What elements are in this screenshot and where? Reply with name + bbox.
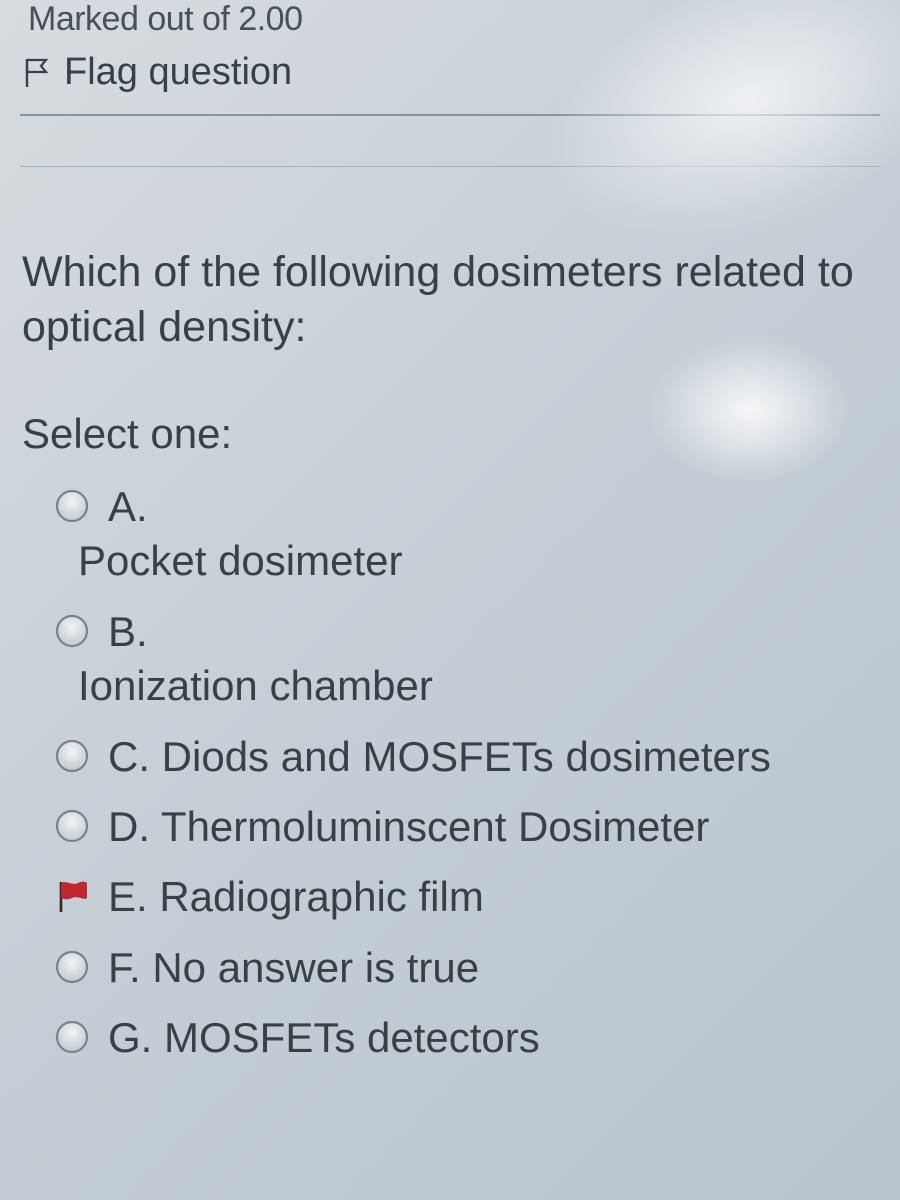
radio-button[interactable] (54, 1019, 90, 1055)
option-content: F. No answer is true (108, 943, 878, 993)
radio-button[interactable] (54, 949, 90, 985)
radio-button[interactable] (54, 488, 90, 524)
radio-button[interactable] (54, 613, 90, 649)
option-content: B.Ionization chamber (108, 607, 878, 712)
option-letter: B. (108, 607, 878, 657)
option-content: C. Diods and MOSFETs dosimeters (108, 732, 878, 782)
option-letter: A. (108, 482, 878, 532)
option-row[interactable]: G. MOSFETs detectors (22, 1003, 878, 1073)
option-content: A.Pocket dosimeter (108, 482, 878, 587)
question-block: Which of the following dosimeters relate… (0, 245, 900, 1074)
option-row[interactable]: E. Radiographic film (22, 862, 878, 932)
option-content: D. Thermoluminscent Dosimeter (108, 802, 878, 852)
option-row[interactable]: B.Ionization chamber (22, 597, 878, 722)
option-text: Ionization chamber (78, 661, 878, 711)
option-text: Pocket dosimeter (78, 536, 878, 586)
flag-question-link[interactable]: Flag question (20, 51, 880, 94)
option-text: D. Thermoluminscent Dosimeter (108, 802, 878, 852)
option-row[interactable]: C. Diods and MOSFETs dosimeters (22, 722, 878, 792)
option-row[interactable]: D. Thermoluminscent Dosimeter (22, 792, 878, 862)
radio-button[interactable] (54, 738, 90, 774)
flag-icon (24, 57, 52, 89)
option-row[interactable]: A.Pocket dosimeter (22, 472, 878, 597)
option-text: F. No answer is true (108, 943, 878, 993)
marked-out-label: Marked out of 2.00 (20, 0, 880, 39)
option-text: E. Radiographic film (108, 872, 878, 922)
select-one-label: Select one: (22, 410, 878, 458)
flag-question-label: Flag question (64, 51, 292, 94)
question-prompt: Which of the following dosimeters relate… (22, 245, 878, 355)
option-content: E. Radiographic film (108, 872, 878, 922)
option-text: G. MOSFETs detectors (108, 1013, 878, 1063)
option-row[interactable]: F. No answer is true (22, 933, 878, 1003)
divider (20, 166, 880, 167)
options-list: A.Pocket dosimeter B.Ionization chamber … (22, 472, 878, 1074)
radio-button[interactable] (54, 808, 90, 844)
flag-marker-icon (54, 878, 90, 914)
question-header: Marked out of 2.00 Flag question (0, 0, 900, 185)
option-text: C. Diods and MOSFETs dosimeters (108, 732, 878, 782)
divider (20, 114, 880, 116)
option-content: G. MOSFETs detectors (108, 1013, 878, 1063)
